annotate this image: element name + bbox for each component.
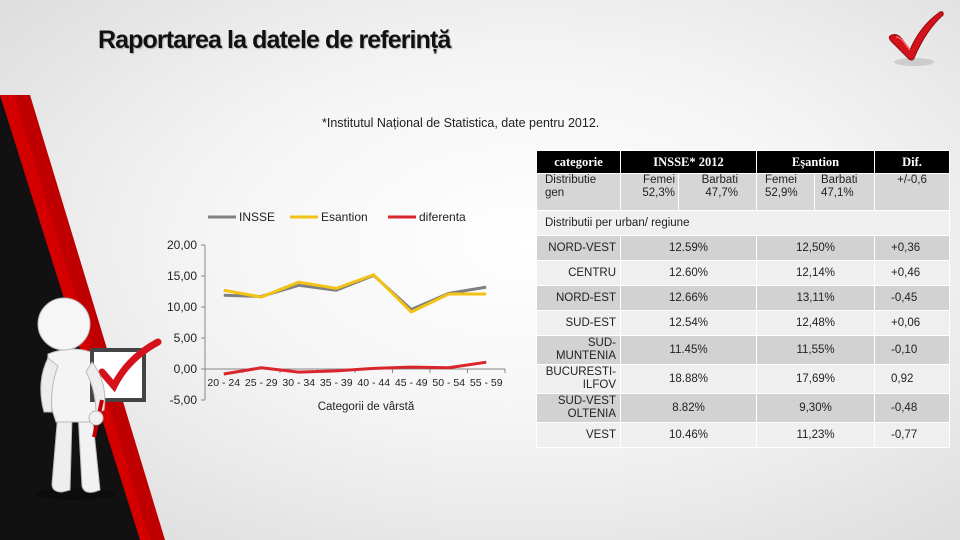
person-with-checkbox-icon <box>35 297 162 500</box>
legend-entry: Esantion <box>321 210 368 224</box>
y-tick-label: 10,00 <box>167 300 197 314</box>
legend-entry: diferenta <box>419 210 466 224</box>
x-tick-label: 40 - 44 <box>357 377 390 389</box>
region: SUD-EST <box>536 310 621 336</box>
dif-value: +0,46 <box>874 260 951 286</box>
table-row: NORD-VEST 12.59% 12,50% +0,36 <box>536 235 951 261</box>
insse-value: 12.54% <box>619 310 758 336</box>
esantion-value: 17,69% <box>756 364 876 394</box>
insse-female: Femei 52,3% <box>620 173 679 211</box>
dif-value: +0,36 <box>874 235 951 261</box>
y-tick-label: 0,00 <box>174 362 198 376</box>
esantion-value: 11,23% <box>756 422 876 448</box>
esantion-value: 12,48% <box>756 310 876 336</box>
insse-value: 12.60% <box>619 260 758 286</box>
insse-value: 8.82% <box>619 393 758 423</box>
insse-value: 18.88% <box>619 364 758 394</box>
dif-value: -0,45 <box>874 285 951 311</box>
red-checkmark-icon <box>888 11 944 66</box>
x-tick-label: 45 - 49 <box>395 377 428 389</box>
insse-value: 11.45% <box>619 335 758 365</box>
y-tick-label: -5,00 <box>170 393 198 407</box>
insse-value: 12.66% <box>619 285 758 311</box>
table-row: BUCURESTI-ILFOV 18.88% 17,69% 0,92 <box>536 364 951 394</box>
table-row: CENTRU 12.60% 12,14% +0,46 <box>536 260 951 286</box>
comparison-table: categorie INSSE* 2012 Eşantion Dif. Dist… <box>535 150 951 448</box>
esantion-value: 12,50% <box>756 235 876 261</box>
dif-value: -0,77 <box>874 422 951 448</box>
header-insse: INSSE* 2012 <box>619 150 758 174</box>
source-note: *Institutul Național de Statistica, date… <box>322 116 600 130</box>
region: CENTRU <box>536 260 621 286</box>
x-tick-label: 55 - 59 <box>470 377 503 389</box>
region: NORD-VEST <box>536 235 621 261</box>
series-line-esantion <box>223 273 487 314</box>
header-categorie: categorie <box>536 150 621 174</box>
dif-value: -0,48 <box>874 393 951 423</box>
legend-entry: INSSE <box>239 210 275 224</box>
gender-row: Distributie gen Femei 52,3% Barbati 47,7… <box>536 173 951 211</box>
x-tick-label: 25 - 29 <box>245 377 278 389</box>
y-tick-label: 20,00 <box>167 238 197 252</box>
table-row: NORD-EST 12.66% 13,11% -0,45 <box>536 285 951 311</box>
x-tick-label: 35 - 39 <box>320 377 353 389</box>
insse-male: Barbati 47,7% <box>677 173 758 211</box>
region: SUD-MUNTENIA <box>536 335 621 365</box>
region: NORD-EST <box>536 285 621 311</box>
gender-dif: +/-0,6 <box>874 173 951 211</box>
insse-value: 12.59% <box>619 235 758 261</box>
x-tick-label: 20 - 24 <box>207 377 240 389</box>
dif-value: +0,06 <box>874 310 951 336</box>
x-axis: 20 - 24 25 - 29 30 - 34 35 - 39 40 - 44 45 - … <box>205 368 506 389</box>
insse-value: 10.46% <box>619 422 758 448</box>
esantion-male: Barbati 47,1% <box>814 173 876 211</box>
y-tick-label: 5,00 <box>174 331 198 345</box>
regions-subheader: Distributii per urban/ regiune <box>535 210 951 236</box>
x-tick-label: 50 - 54 <box>432 377 465 389</box>
x-tick-label: 30 - 34 <box>282 377 315 389</box>
esantion-value: 13,11% <box>756 285 876 311</box>
slide-title: Raportarea la datele de referință <box>98 26 451 54</box>
header-esantion: Eşantion <box>756 150 876 174</box>
esantion-value: 11,55% <box>756 335 876 365</box>
table-row: SUD-VEST OLTENIA 8.82% 9,30% -0,48 <box>536 393 951 423</box>
esantion-female: Femei 52,9% <box>756 173 816 211</box>
y-axis: 20,00 15,00 10,00 5,00 0,00 -5,00 <box>167 238 206 407</box>
gender-label: Distributie gen <box>536 173 621 211</box>
y-tick-label: 15,00 <box>167 269 197 283</box>
table-row: SUD-MUNTENIA 11.45% 11,55% -0,10 <box>536 335 951 365</box>
chart-legend: INSSE Esantion diferenta <box>208 210 466 224</box>
series-line-diferenta <box>223 360 487 376</box>
chart-series <box>223 273 487 376</box>
table-header-row: categorie INSSE* 2012 Eşantion Dif. <box>536 150 951 174</box>
dif-value: 0,92 <box>874 364 951 394</box>
esantion-value: 12,14% <box>756 260 876 286</box>
line-chart: INSSE Esantion diferenta 20,00 15,00 10,00 5,… <box>167 210 506 413</box>
region: BUCURESTI-ILFOV <box>536 364 621 394</box>
table-row: VEST 10.46% 11,23% -0,77 <box>536 422 951 448</box>
x-axis-label: Categorii de vârstă <box>318 401 415 413</box>
header-dif: Dif. <box>874 150 951 174</box>
esantion-value: 9,30% <box>756 393 876 423</box>
region-rows: NORD-VEST 12.59% 12,50% +0,36 CENTRU 12.60% 12… <box>536 235 951 448</box>
region: SUD-VEST OLTENIA <box>536 393 621 423</box>
dif-value: -0,10 <box>874 335 951 365</box>
subheader-row: Distributii per urban/ regiune <box>535 210 951 236</box>
region: VEST <box>536 422 621 448</box>
table-row: SUD-EST 12.54% 12,48% +0,06 <box>536 310 951 336</box>
